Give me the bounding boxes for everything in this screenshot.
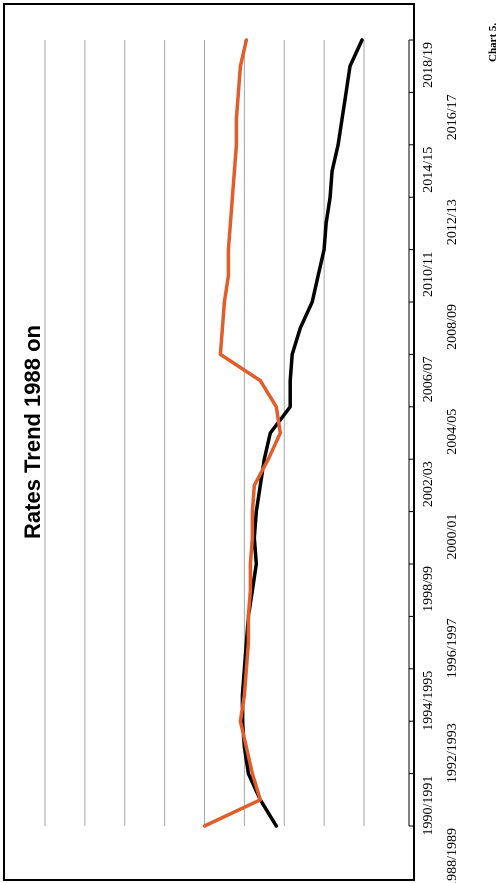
gridlines — [44, 40, 365, 826]
category-ticks — [409, 39, 414, 827]
category-tick-label: 2004/05 — [445, 409, 460, 455]
category-tick-label: 1988/1989 — [445, 828, 460, 883]
corner-label: Chart 5. — [487, 23, 499, 62]
category-tick-label: 1994/1995 — [421, 671, 436, 731]
category-tick-label: 2010/11 — [421, 252, 436, 297]
category-tick-label: 2014/15 — [421, 147, 436, 193]
category-tick-labels: 1990/1991 1994/1995 1998/99 2002/03 2006/07 2… — [421, 42, 460, 883]
chart-title: Rates Trend 1988 on — [20, 325, 45, 539]
chart-frame — [3, 3, 415, 881]
category-tick-label: 2002/03 — [421, 461, 436, 507]
category-tick-label: 1996/1997 — [445, 618, 460, 678]
category-tick-label: 2012/13 — [445, 199, 460, 245]
series-line-2 — [202, 38, 283, 828]
category-tick-label: 2000/01 — [445, 514, 460, 560]
category-tick-label: 2018/19 — [421, 42, 436, 88]
category-tick-label: 2016/17 — [445, 94, 460, 140]
series-line-1 — [240, 38, 364, 828]
category-tick-label: 1992/1993 — [445, 723, 460, 783]
series-lines — [202, 38, 364, 828]
category-tick-label: 2006/07 — [421, 356, 436, 402]
category-tick-label: 1998/99 — [421, 566, 436, 612]
category-tick-label: 1990/1991 — [421, 776, 436, 836]
category-tick-label: 2008/09 — [445, 304, 460, 350]
